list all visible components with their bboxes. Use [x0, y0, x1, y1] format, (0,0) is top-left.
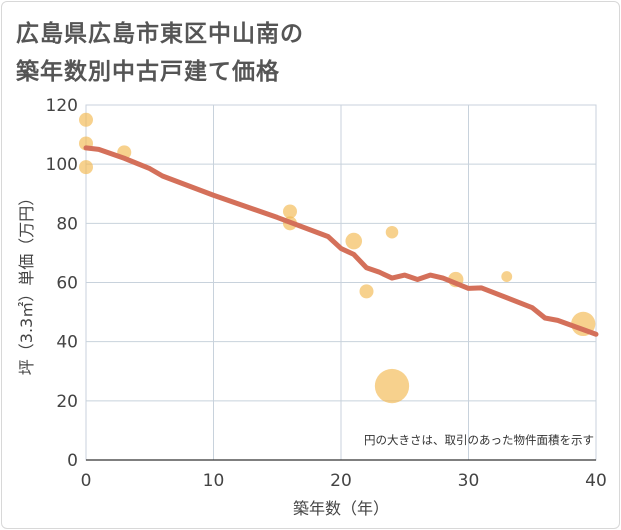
y-tick-label: 80: [56, 214, 78, 234]
chart-title-line1: 広島県広島市東区中山南の: [16, 21, 304, 47]
y-tick-label: 100: [46, 155, 78, 175]
scatter-point: [374, 368, 410, 404]
scatter-point: [79, 112, 93, 127]
chart-title-line2: 築年数別中古戸建て価格: [16, 59, 280, 85]
y-axis-label: 坪（3.3㎡）単価（万円）: [17, 190, 36, 375]
scatter-point: [283, 204, 297, 219]
y-tick-label: 120: [46, 96, 78, 116]
scatter-point: [359, 284, 374, 299]
y-tick-label: 40: [56, 333, 78, 353]
x-tick-label: 20: [330, 471, 352, 491]
y-tick-label: 20: [56, 392, 78, 412]
trend-line: [83, 145, 599, 337]
trend-line-group: [83, 145, 599, 337]
x-axis-label: 築年数（年）: [293, 499, 389, 518]
x-tick-label: 0: [81, 471, 92, 491]
x-tick-label: 40: [585, 471, 607, 491]
scatter-point: [79, 160, 93, 175]
scatter-point: [345, 232, 363, 250]
tick-labels: 0 20 40 60 80 100 120 0 10 20 30 40: [46, 96, 607, 491]
x-tick-label: 10: [203, 471, 225, 491]
bubble-size-note: 円の大きさは、取引のあった物件面積を示す: [364, 433, 594, 447]
y-tick-label: 60: [56, 274, 78, 294]
scatter-point: [501, 271, 513, 283]
x-tick-label: 30: [458, 471, 480, 491]
y-tick-label: 0: [67, 451, 78, 471]
scatter-point: [385, 225, 399, 239]
